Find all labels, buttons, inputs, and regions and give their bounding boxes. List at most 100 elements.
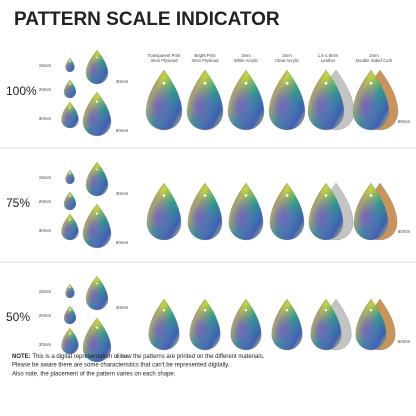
hole xyxy=(69,172,71,174)
column-header: White Acrylic xyxy=(234,58,259,63)
teardrop-shade xyxy=(353,183,389,240)
hole xyxy=(369,81,373,85)
teardrop-shade xyxy=(65,170,75,184)
row-label: 75% xyxy=(6,196,30,210)
length-label: 60mm xyxy=(398,339,411,344)
length-label: 60mm xyxy=(398,229,411,234)
hole xyxy=(69,218,71,221)
hole xyxy=(203,308,207,312)
row-label: 50% xyxy=(6,310,30,324)
hole xyxy=(285,81,289,85)
teardrop-shade xyxy=(308,183,344,240)
teardrop-shade xyxy=(271,299,303,350)
teardrop-shade xyxy=(187,70,223,130)
column-header: Double Sided Cork xyxy=(356,58,393,63)
row-label: 100% xyxy=(6,84,37,98)
teardrop-shade xyxy=(230,299,262,350)
size-label: 20mm xyxy=(39,87,52,92)
hole xyxy=(69,195,71,197)
note-line: NOTE: This is a digital representation o… xyxy=(12,354,265,360)
column-header: 3mm xyxy=(241,53,251,58)
teardrop-shade xyxy=(269,70,305,130)
teardrop-shade xyxy=(355,299,387,350)
hole xyxy=(69,309,71,311)
teardrop-shade xyxy=(228,70,264,130)
teardrop-shade xyxy=(61,214,79,240)
size-label: 50mm xyxy=(116,240,129,245)
hole xyxy=(324,194,328,197)
hole xyxy=(285,308,289,312)
teardrop-shade xyxy=(146,70,182,130)
column-header: Bright Print xyxy=(194,53,216,58)
size-label: 15mm xyxy=(39,63,52,68)
size-label: 50mm xyxy=(116,128,129,133)
hole xyxy=(95,326,99,329)
note-label: NOTE: xyxy=(12,354,32,360)
teardrop-shade xyxy=(148,299,180,350)
hole xyxy=(244,194,248,197)
column-header: 3mm Plywood xyxy=(192,58,220,63)
hole xyxy=(69,286,71,288)
size-label: 20mm xyxy=(39,199,52,204)
note-line: Also note, the placement of the pattern … xyxy=(12,372,176,378)
hole xyxy=(162,194,166,197)
note-text: This is a digital representation of how … xyxy=(32,354,264,360)
hole xyxy=(162,308,166,312)
size-label: 15mm xyxy=(39,289,52,294)
teardrop-shade xyxy=(228,183,264,240)
size-label: 50mm xyxy=(116,354,129,359)
hole xyxy=(96,56,98,59)
hole xyxy=(96,282,98,285)
hole xyxy=(95,100,99,103)
hole xyxy=(324,81,328,85)
teardrop-shade xyxy=(308,70,344,130)
hole xyxy=(369,308,373,312)
size-label: 30mm xyxy=(39,228,52,233)
teardrop-shade xyxy=(61,102,79,128)
teardrop-shade xyxy=(83,204,111,248)
teardrop-shade xyxy=(64,80,76,98)
size-label: 15mm xyxy=(39,175,52,180)
page-title: PATTERN SCALE INDICATOR xyxy=(14,9,280,30)
column-header: 3mm xyxy=(282,53,292,58)
hole xyxy=(69,60,71,62)
hole xyxy=(162,81,166,85)
teardrop-shade xyxy=(269,183,305,240)
teardrop-shade xyxy=(86,276,108,310)
column-header: Leather xyxy=(321,58,336,63)
hole xyxy=(96,168,98,171)
teardrop-shade xyxy=(187,183,223,240)
hole xyxy=(324,308,328,312)
hole xyxy=(285,194,289,197)
hole xyxy=(69,83,71,85)
column-header: 2mm xyxy=(369,53,379,58)
teardrop-shade xyxy=(65,58,75,72)
column-header: Transparent Print xyxy=(147,53,181,58)
teardrop-shade xyxy=(83,92,111,136)
size-label: 40mm xyxy=(116,79,129,84)
size-label: 30mm xyxy=(39,342,52,347)
hole xyxy=(203,194,207,197)
teardrop-shade xyxy=(310,299,342,350)
hole xyxy=(95,212,99,215)
column-header: 1.6-1.8mm xyxy=(318,53,339,58)
size-label: 40mm xyxy=(116,305,129,310)
size-label: 40mm xyxy=(116,191,129,196)
length-label: 60mm xyxy=(398,119,411,124)
column-header: 3mm Plywood xyxy=(151,58,179,63)
hole xyxy=(244,308,248,312)
hole xyxy=(369,194,373,197)
teardrop-shade xyxy=(83,318,111,362)
size-label: 20mm xyxy=(39,313,52,318)
hole xyxy=(69,106,71,109)
teardrop-shade xyxy=(146,183,182,240)
teardrop-shade xyxy=(189,299,221,350)
teardrop-shade xyxy=(86,50,108,84)
teardrop-shade xyxy=(64,192,76,210)
hole xyxy=(69,332,71,335)
teardrop-shade xyxy=(353,70,389,130)
hole xyxy=(203,81,207,85)
teardrop-shade xyxy=(86,162,108,196)
